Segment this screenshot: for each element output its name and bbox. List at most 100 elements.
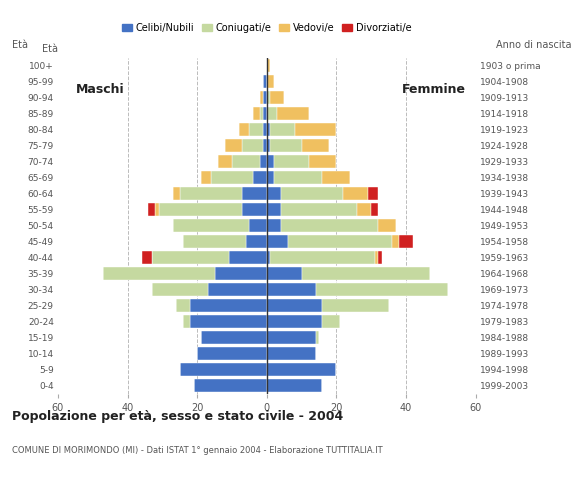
Bar: [368, 187, 378, 201]
Bar: [142, 251, 152, 264]
Bar: [375, 251, 378, 264]
Bar: [270, 123, 295, 136]
Bar: [180, 363, 267, 376]
Bar: [180, 187, 242, 201]
Bar: [267, 123, 270, 136]
Bar: [173, 219, 249, 232]
Bar: [197, 347, 267, 360]
Bar: [392, 235, 399, 249]
Bar: [201, 331, 267, 345]
Bar: [267, 75, 274, 88]
Bar: [378, 251, 382, 264]
Bar: [267, 251, 270, 264]
Text: Femmine: Femmine: [402, 84, 466, 96]
Bar: [270, 251, 375, 264]
Bar: [302, 139, 329, 153]
Bar: [357, 203, 371, 216]
Bar: [263, 107, 267, 120]
Bar: [267, 347, 316, 360]
Bar: [281, 187, 343, 201]
Bar: [173, 187, 180, 201]
Bar: [267, 107, 277, 120]
Bar: [103, 267, 215, 280]
Bar: [316, 283, 448, 296]
Bar: [152, 251, 229, 264]
Bar: [232, 155, 260, 168]
Bar: [267, 331, 316, 345]
Bar: [155, 203, 159, 216]
Bar: [267, 235, 288, 249]
Bar: [302, 267, 430, 280]
Bar: [242, 139, 263, 153]
Bar: [211, 171, 253, 184]
Bar: [239, 123, 249, 136]
Bar: [267, 155, 274, 168]
Bar: [190, 315, 267, 328]
Bar: [152, 283, 208, 296]
Bar: [267, 171, 274, 184]
Bar: [218, 155, 232, 168]
Text: Maschi: Maschi: [75, 84, 124, 96]
Bar: [267, 219, 281, 232]
Text: Età: Età: [42, 45, 58, 54]
Bar: [176, 299, 190, 312]
Bar: [267, 187, 281, 201]
Bar: [267, 363, 336, 376]
Bar: [270, 91, 284, 105]
Bar: [281, 219, 378, 232]
Bar: [183, 315, 190, 328]
Bar: [309, 155, 336, 168]
Bar: [267, 203, 281, 216]
Text: COMUNE DI MORIMONDO (MI) - Dati ISTAT 1° gennaio 2004 - Elaborazione TUTTITALIA.: COMUNE DI MORIMONDO (MI) - Dati ISTAT 1°…: [12, 446, 382, 456]
Bar: [201, 171, 211, 184]
Bar: [263, 139, 267, 153]
Bar: [371, 203, 378, 216]
Bar: [246, 235, 267, 249]
Bar: [343, 187, 368, 201]
Bar: [267, 59, 270, 72]
Bar: [229, 251, 267, 264]
Bar: [249, 123, 263, 136]
Bar: [267, 267, 302, 280]
Bar: [399, 235, 413, 249]
Bar: [263, 75, 267, 88]
Bar: [263, 91, 267, 105]
Bar: [267, 315, 322, 328]
Bar: [322, 299, 389, 312]
Bar: [267, 91, 270, 105]
Legend: Celibi/Nubili, Coniugati/e, Vedovi/e, Divorziati/e: Celibi/Nubili, Coniugati/e, Vedovi/e, Di…: [118, 19, 415, 37]
Bar: [277, 107, 309, 120]
Bar: [183, 235, 246, 249]
Bar: [253, 107, 260, 120]
Bar: [190, 299, 267, 312]
Bar: [267, 379, 322, 393]
Bar: [253, 171, 267, 184]
Bar: [260, 155, 267, 168]
Bar: [270, 139, 302, 153]
Bar: [194, 379, 267, 393]
Bar: [249, 219, 267, 232]
Bar: [322, 171, 350, 184]
Bar: [159, 203, 242, 216]
Bar: [378, 219, 396, 232]
Bar: [242, 187, 267, 201]
Bar: [274, 171, 322, 184]
Bar: [316, 331, 319, 345]
Bar: [260, 91, 263, 105]
Bar: [288, 235, 392, 249]
Bar: [322, 315, 340, 328]
Bar: [215, 267, 267, 280]
Bar: [295, 123, 336, 136]
Bar: [148, 203, 155, 216]
Bar: [267, 299, 322, 312]
Text: Anno di nascita: Anno di nascita: [496, 40, 571, 50]
Bar: [267, 283, 316, 296]
Bar: [225, 139, 242, 153]
Bar: [242, 203, 267, 216]
Bar: [260, 107, 263, 120]
Bar: [267, 139, 270, 153]
Text: Età: Età: [12, 40, 28, 50]
Text: Popolazione per età, sesso e stato civile - 2004: Popolazione per età, sesso e stato civil…: [12, 410, 343, 423]
Bar: [274, 155, 309, 168]
Bar: [281, 203, 357, 216]
